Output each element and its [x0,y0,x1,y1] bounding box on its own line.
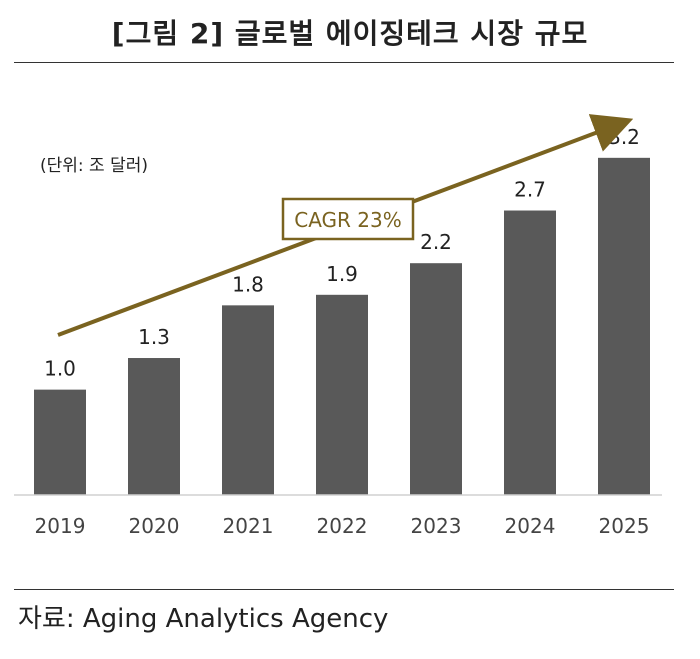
value-label-2020: 1.3 [138,325,170,349]
value-label-2022: 1.9 [326,262,358,286]
x-tick-label-2024: 2024 [505,514,556,538]
bar-chart: (단위: 조 달러) 1.0 2019 1.3 2020 1.8 2021 1.9 2022 2… [14,114,662,538]
x-tick-label-2021: 2021 [223,514,274,538]
x-tick-label-2019: 2019 [35,514,86,538]
source-divider [14,589,674,590]
bar-2023 [410,263,462,495]
value-label-2019: 1.0 [44,357,76,381]
cagr-box [281,197,415,241]
x-tick-label-2020: 2020 [129,514,180,538]
value-label-2021: 1.8 [232,272,264,296]
figure-title: [그림 2] 글로벌 에이징테크 시장 규모 [111,17,589,50]
bar-2024 [504,210,556,495]
value-label-2024: 2.7 [514,178,546,202]
bar-2019 [34,389,86,495]
cagr-label: CAGR 23% [294,208,402,232]
x-tick-label-2025: 2025 [599,514,650,538]
bar-2021 [222,305,274,495]
bar-2022 [316,294,368,495]
title-divider [14,62,674,63]
bar-2025 [598,157,650,495]
value-label-2023: 2.2 [420,230,452,254]
source-note: 자료: Aging Analytics Agency [18,604,389,634]
unit-label: (단위: 조 달러) [40,156,148,176]
bar-2020 [128,358,180,495]
x-tick-label-2022: 2022 [317,514,368,538]
x-tick-label-2023: 2023 [411,514,462,538]
